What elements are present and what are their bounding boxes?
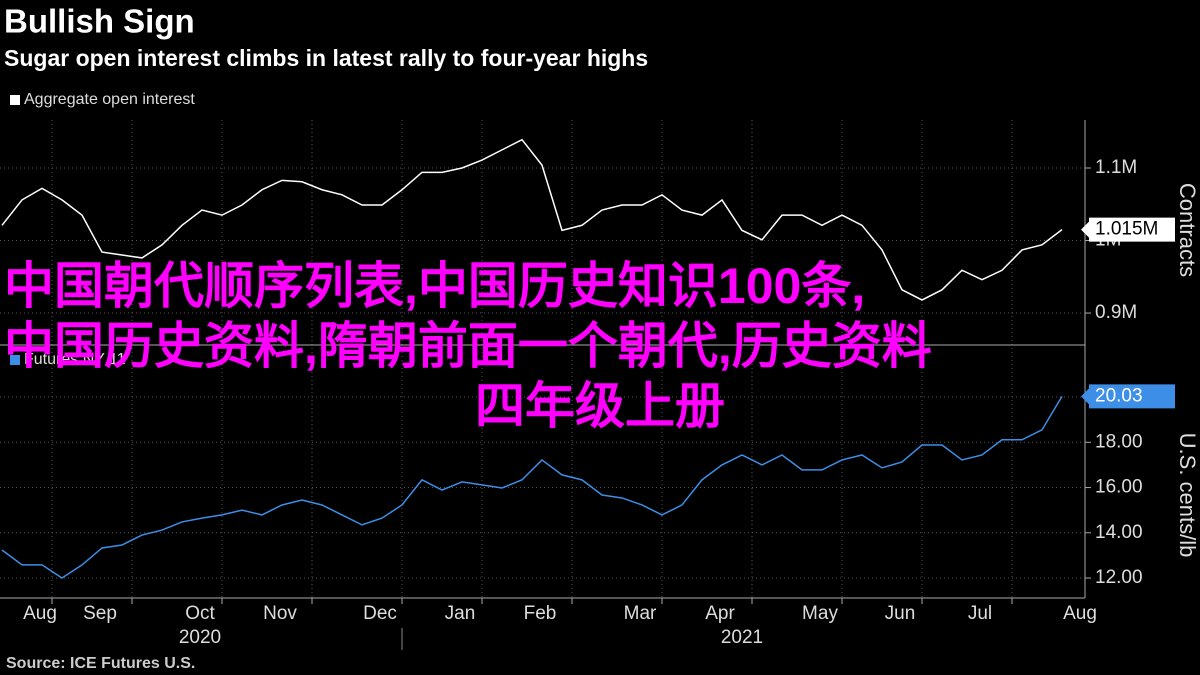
axis-title: U.S. cents/lb (1175, 433, 1200, 558)
chart-title: Bullish Sign (4, 3, 195, 40)
value-label-box (1089, 384, 1175, 409)
x-tick-label: Dec (363, 603, 397, 624)
x-tick-label: Aug (23, 603, 57, 624)
axis-title: Contracts (1175, 183, 1200, 277)
x-tick-label: Jun (885, 603, 916, 624)
legend-label: Aggregate open interest (24, 91, 195, 108)
x-tick-label: May (802, 603, 838, 624)
y-tick-label: 12.00 (1095, 567, 1143, 588)
value-label-pointer (1081, 221, 1089, 238)
x-tick-label: Nov (263, 603, 297, 624)
year-label: 2020 (179, 627, 221, 648)
x-tick-label: Aug (1063, 603, 1097, 624)
chart-subtitle: Sugar open interest climbs in latest ral… (4, 45, 648, 71)
x-tick-label: Mar (624, 603, 657, 624)
value-label: 20.03 (1095, 385, 1143, 406)
x-tick-label: Jul (968, 603, 992, 624)
x-tick-label: Oct (185, 603, 215, 624)
y-tick-label: 1.1M (1095, 157, 1137, 178)
y-tick-label: 18.00 (1095, 431, 1143, 452)
overlay-text: 中国朝代顺序列表,中国历史知识100条, (4, 258, 865, 314)
overlay-text: 中国历史资料,隋朝前面一个朝代,历史资料 (4, 318, 932, 374)
y-tick-label: 14.00 (1095, 522, 1143, 543)
legend-swatch (10, 95, 20, 105)
source: Source: ICE Futures U.S. (6, 655, 195, 672)
x-tick-label: Feb (524, 603, 557, 624)
legend-label: Futures NY 11 (24, 351, 126, 368)
series-line (1, 395, 1063, 579)
value-label-box (1089, 217, 1175, 242)
year-label: 2021 (721, 627, 763, 648)
value-label-pointer (1081, 388, 1089, 405)
overlay-text: 四年级上册 (475, 378, 725, 434)
series-line (1, 138, 1063, 301)
x-tick-label: Jan (445, 603, 476, 624)
y-tick-label: 16.00 (1095, 477, 1143, 498)
x-tick-label: Sep (83, 603, 117, 624)
y-tick-label: 0.9M (1095, 302, 1137, 323)
x-tick-label: Apr (705, 603, 735, 624)
legend-swatch (10, 355, 20, 365)
value-label: 1.015M (1095, 219, 1158, 240)
